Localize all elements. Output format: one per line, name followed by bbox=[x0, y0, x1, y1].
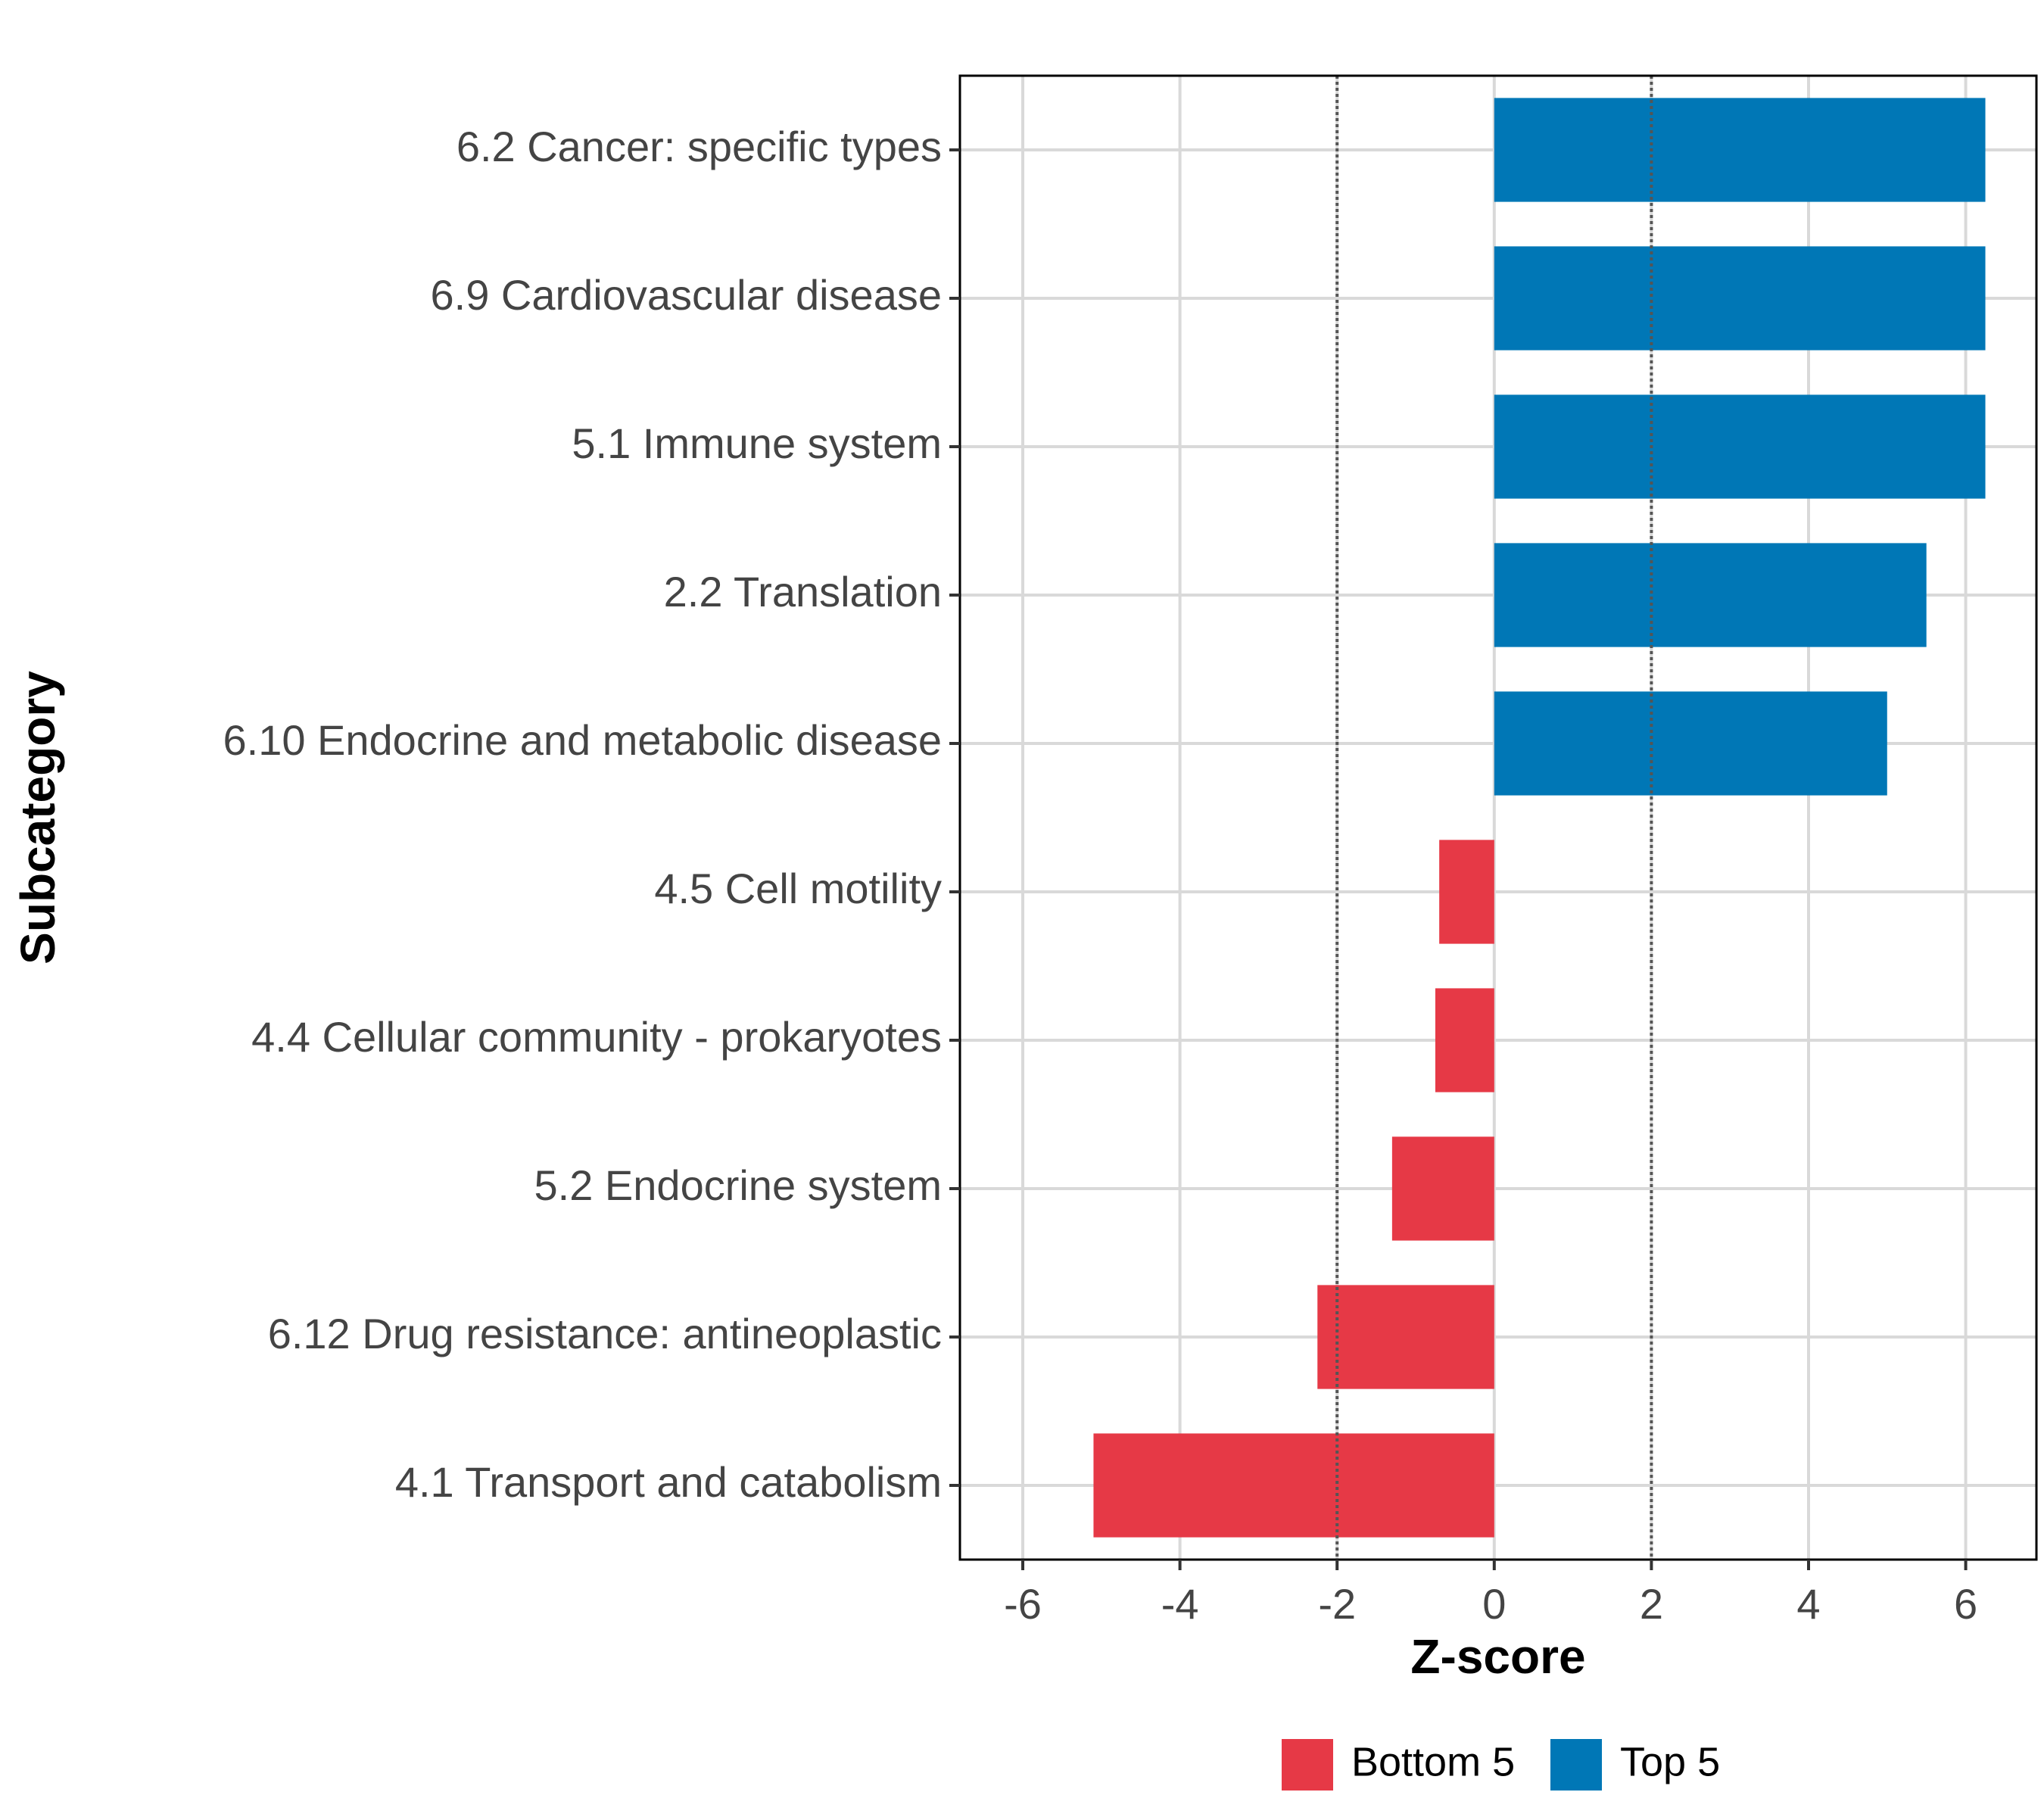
bar-10 bbox=[1093, 1433, 1494, 1538]
y-tick-label-1: 6.2 Cancer: specific types bbox=[456, 123, 942, 170]
y-axis: 6.2 Cancer: specific types 6.9 Cardiovasc… bbox=[223, 123, 960, 1506]
plot-panel-border bbox=[958, 74, 2038, 1561]
y-tick-label-10: 4.1 Transport and catabolism bbox=[395, 1458, 942, 1506]
y-tick-label-6: 4.5 Cell motility bbox=[654, 865, 942, 912]
x-axis-title: Z-score bbox=[1410, 1629, 1585, 1684]
x-tick-label-5: 4 bbox=[1796, 1580, 1820, 1628]
x-tick-label-4: 2 bbox=[1640, 1580, 1663, 1628]
x-tick-label-1: -4 bbox=[1161, 1580, 1199, 1628]
legend-label-1: Bottom 5 bbox=[1351, 1739, 1515, 1784]
y-tick-label-2: 6.9 Cardiovascular disease bbox=[431, 271, 942, 319]
x-tick-label-2: -2 bbox=[1318, 1580, 1356, 1628]
x-tick-label-3: 0 bbox=[1482, 1580, 1506, 1628]
bar-7 bbox=[1435, 988, 1494, 1092]
legend-key-2 bbox=[1550, 1739, 1602, 1791]
y-tick-label-8: 5.2 Endocrine system bbox=[534, 1161, 942, 1209]
legend-label-2: Top 5 bbox=[1620, 1739, 1720, 1784]
legend-key-1 bbox=[1282, 1739, 1333, 1791]
x-tick-label-0: -6 bbox=[1004, 1580, 1042, 1628]
y-tick-label-3: 5.1 Immune system bbox=[572, 419, 942, 467]
bar-2 bbox=[1494, 246, 1986, 351]
bar-1 bbox=[1494, 98, 1986, 202]
bar-6 bbox=[1439, 840, 1494, 944]
bars-layer bbox=[1093, 98, 1986, 1538]
x-axis: -6 -4 -2 0 2 4 6 bbox=[1004, 1560, 1977, 1628]
bar-5 bbox=[1494, 691, 1887, 796]
bar-3 bbox=[1494, 394, 1986, 499]
reference-lines bbox=[1335, 76, 1653, 1560]
bar-4 bbox=[1494, 543, 1927, 647]
x-tick-label-6: 6 bbox=[1954, 1580, 1977, 1628]
y-axis-title: Subcategory bbox=[11, 671, 65, 965]
y-tick-label-9: 6.12 Drug resistance: antineoplastic bbox=[268, 1310, 942, 1357]
legend: Bottom 5 Top 5 bbox=[1282, 1739, 1720, 1791]
y-tick-label-5: 6.10 Endocrine and metabolic disease bbox=[223, 716, 942, 764]
y-tick-label-4: 2.2 Translation bbox=[664, 568, 942, 616]
y-tick-label-7: 4.4 Cellular community - prokaryotes bbox=[251, 1013, 942, 1061]
bar-8 bbox=[1391, 1136, 1494, 1241]
bar-9 bbox=[1317, 1285, 1494, 1389]
